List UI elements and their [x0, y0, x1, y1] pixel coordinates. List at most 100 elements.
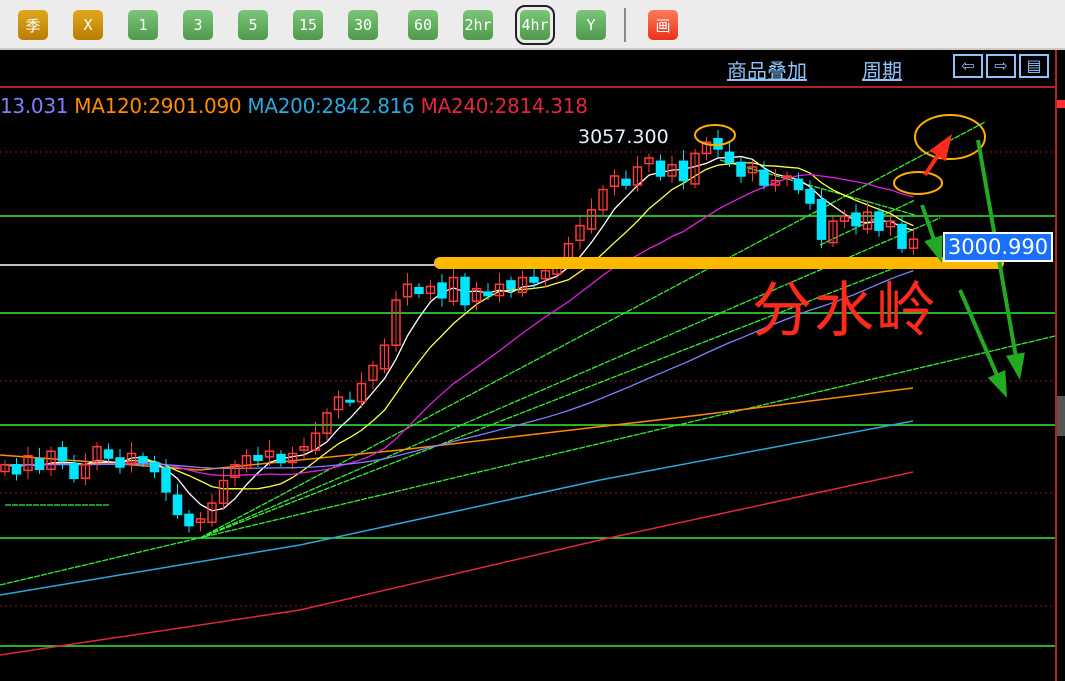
axis-marker: [1057, 100, 1065, 108]
period-button-1[interactable]: 1: [128, 10, 158, 40]
candle-up: [333, 396, 344, 411]
candle-up: [690, 152, 700, 185]
candle-down: [621, 178, 631, 186]
trend-line: [199, 259, 916, 539]
candle-up: [126, 452, 137, 465]
green-arrow-down-head: [1006, 352, 1025, 380]
candle-up: [471, 288, 482, 302]
candle-up: [264, 450, 275, 458]
toolbar-separator: [624, 8, 626, 42]
candlestick-chart[interactable]: [0, 50, 1065, 681]
ma120-line: [0, 387, 914, 471]
candle-down: [655, 160, 666, 177]
candle-down: [874, 211, 884, 231]
ma240-value: MA240:2814.318: [420, 94, 588, 118]
candle-up: [782, 175, 792, 179]
period-button-15[interactable]: 15: [293, 10, 323, 40]
candle-down: [805, 188, 815, 204]
candle-down: [345, 399, 355, 403]
candle-up: [839, 215, 850, 222]
candle-up: [862, 211, 873, 230]
period-button-季[interactable]: 季: [18, 10, 48, 40]
candle-down: [414, 286, 424, 295]
candle-up: [609, 175, 620, 187]
candle-up: [402, 283, 413, 298]
red-arrow-up-head: [929, 134, 952, 162]
candle-down: [793, 178, 804, 191]
drawing-tool-icon[interactable]: 画: [648, 10, 678, 40]
candle-down: [115, 457, 125, 468]
period-button-2hr[interactable]: 2hr: [463, 10, 493, 40]
candle-down: [759, 169, 769, 186]
candle-up: [241, 454, 252, 469]
candle-down: [483, 291, 493, 297]
candle-up: [598, 188, 608, 211]
period-button-60[interactable]: 60: [408, 10, 438, 40]
candle-up: [92, 445, 102, 463]
candle-up: [575, 224, 585, 242]
candle-up: [448, 276, 459, 302]
trend-line: [199, 217, 941, 539]
period-link[interactable]: 周期: [862, 59, 902, 83]
candle-up: [310, 432, 321, 451]
arrow-left-icon[interactable]: ⇦: [953, 54, 983, 78]
candle-up: [586, 209, 597, 230]
candle-down: [460, 276, 470, 306]
period-button-4hr[interactable]: 4hr: [515, 5, 555, 45]
candle-up: [322, 412, 332, 434]
candle-down: [724, 151, 735, 164]
trend-line: [0, 335, 1056, 586]
candle-up: [667, 163, 677, 177]
candle-up: [747, 166, 758, 174]
current-price-tag: 3000.990: [943, 232, 1053, 262]
ma200-line: [0, 420, 914, 596]
candle-up: [379, 344, 390, 370]
candle-up: [701, 141, 712, 155]
candle-up: [356, 382, 367, 403]
candle-down: [816, 198, 827, 240]
candle-up: [540, 269, 551, 280]
candle-up: [299, 445, 309, 451]
ma-legend: 13.031 MA120:2901.090 MA200:2842.816 MA2…: [0, 94, 588, 118]
candle-up: [425, 285, 436, 295]
candle-down: [529, 276, 539, 283]
high-price-label: 3057.300: [578, 126, 669, 148]
candle-down: [172, 494, 183, 516]
candle-up: [632, 166, 643, 186]
candle-up: [218, 479, 229, 504]
ma120-value: MA120:2901.090: [74, 94, 242, 118]
period-button-30[interactable]: 30: [348, 10, 378, 40]
candle-down: [276, 453, 286, 464]
candle-down: [138, 456, 148, 464]
scrollbar-thumb: [1057, 396, 1065, 436]
candle-down: [736, 161, 746, 177]
period-button-3[interactable]: 3: [183, 10, 213, 40]
green-arrow-down-head: [987, 370, 1007, 398]
candle-down: [11, 464, 22, 475]
period-toolbar: 季 X 1 3 5 15 30 60 2hr 4hr Y 画: [0, 0, 1065, 50]
green-arrow-down: [920, 204, 938, 246]
period-button-Y[interactable]: Y: [576, 10, 606, 40]
candle-up: [230, 464, 240, 478]
green-arrow-down-head: [924, 235, 943, 263]
candle-down: [253, 454, 263, 461]
candle-up: [80, 464, 91, 480]
candle-down: [149, 461, 160, 473]
arrow-right-icon[interactable]: ⇨: [986, 54, 1016, 78]
candle-up: [368, 364, 378, 381]
candle-down: [437, 282, 447, 299]
candle-up: [517, 276, 528, 293]
candle-up: [0, 464, 10, 473]
candle-up: [770, 179, 781, 186]
overlay-symbol-link[interactable]: 商品叠加: [727, 59, 807, 83]
candle-up: [195, 518, 206, 524]
period-button-X[interactable]: X: [73, 10, 103, 40]
highlight-ellipse: [914, 114, 986, 160]
period-button-5[interactable]: 5: [238, 10, 268, 40]
candle-up: [494, 283, 505, 297]
highlight-ellipse: [893, 171, 943, 195]
panel-layout-icon[interactable]: ▤: [1019, 54, 1049, 78]
candle-up: [23, 454, 33, 472]
candle-up: [391, 299, 401, 346]
candle-down: [851, 212, 861, 227]
